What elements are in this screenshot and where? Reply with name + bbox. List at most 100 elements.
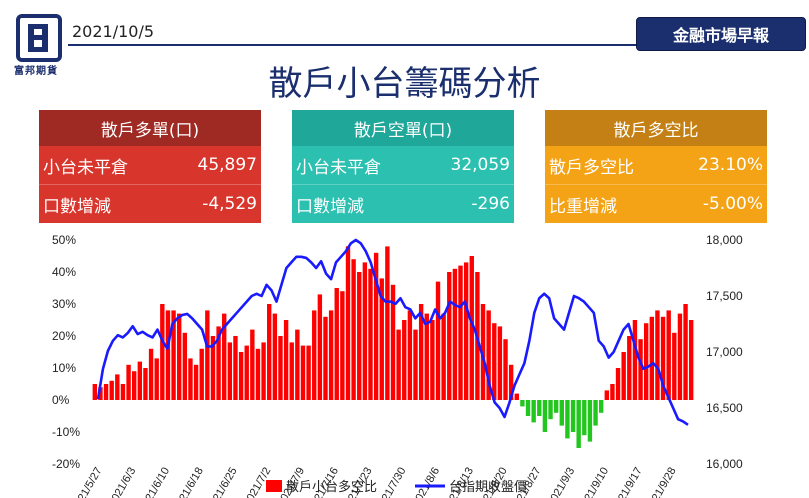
bar bbox=[525, 400, 531, 416]
bar bbox=[233, 336, 238, 400]
x-tick-label: 2021/9/10 bbox=[576, 466, 611, 498]
bar bbox=[385, 246, 390, 400]
y-left-tick-label: 10% bbox=[52, 361, 76, 375]
bar bbox=[463, 262, 469, 400]
card-row: 口數增減 -296 bbox=[292, 184, 514, 223]
bar bbox=[469, 256, 474, 400]
bar bbox=[300, 345, 306, 400]
bar bbox=[193, 364, 199, 400]
card-title: 散戶多單(口) bbox=[39, 110, 261, 146]
row-label: 小台未平倉 bbox=[296, 157, 381, 178]
bar bbox=[452, 268, 458, 400]
bar bbox=[267, 304, 272, 400]
header-divider bbox=[68, 44, 640, 46]
card-row: 小台未平倉 32,059 bbox=[292, 146, 514, 184]
bar bbox=[278, 336, 283, 400]
bar bbox=[424, 313, 429, 400]
bar bbox=[582, 400, 587, 436]
bar bbox=[672, 332, 677, 400]
y-right-tick-label: 17,000 bbox=[706, 345, 743, 359]
y-right-tick-label: 17,500 bbox=[706, 289, 743, 303]
bar bbox=[520, 400, 525, 407]
bar bbox=[548, 400, 553, 420]
bar bbox=[593, 400, 598, 426]
y-right-tick-label: 16,500 bbox=[706, 401, 743, 415]
card-title: 散戶多空比 bbox=[545, 110, 767, 146]
bar bbox=[357, 272, 362, 400]
bar bbox=[132, 371, 137, 400]
bar bbox=[492, 323, 497, 400]
bar bbox=[295, 329, 300, 400]
bar bbox=[362, 262, 368, 400]
bar bbox=[610, 384, 615, 400]
y-left-tick-label: 30% bbox=[52, 297, 76, 311]
bar bbox=[227, 342, 233, 400]
bar bbox=[677, 313, 683, 400]
bar bbox=[447, 272, 452, 400]
y-right-tick-label: 18,000 bbox=[706, 233, 743, 247]
bar bbox=[632, 320, 638, 400]
retail-long-card: 散戶多單(口) 小台未平倉 45,897 口數增減 -4,529 bbox=[39, 110, 261, 224]
bar bbox=[165, 310, 171, 400]
retail-ratio-card: 散戶多空比 散戶多空比 23.10% 比重增減 -5.00% bbox=[545, 110, 767, 224]
bar bbox=[340, 291, 345, 400]
bar bbox=[649, 316, 654, 400]
bar bbox=[373, 252, 379, 400]
bar bbox=[238, 352, 244, 400]
bar bbox=[188, 358, 193, 400]
x-tick-label: 2021/6/3 bbox=[107, 466, 139, 498]
card-row: 比重增減 -5.00% bbox=[545, 184, 767, 223]
bar bbox=[570, 400, 576, 432]
x-tick-label: 2021/6/25 bbox=[205, 466, 240, 498]
x-tick-label: 2021/9/28 bbox=[644, 466, 679, 498]
bar bbox=[576, 400, 581, 448]
bar bbox=[688, 320, 694, 400]
bar bbox=[244, 345, 249, 400]
x-tick-label: 2021/8/6 bbox=[410, 466, 442, 498]
bar bbox=[109, 380, 114, 400]
bar bbox=[486, 310, 491, 400]
bar bbox=[317, 294, 323, 400]
bar bbox=[587, 400, 593, 442]
bar bbox=[345, 246, 351, 400]
bar bbox=[171, 310, 176, 400]
bar bbox=[643, 323, 649, 400]
bar bbox=[177, 313, 182, 400]
bar bbox=[407, 310, 413, 400]
bar bbox=[199, 348, 204, 400]
bar bbox=[334, 288, 339, 400]
page-title: 散戶小台籌碼分析 bbox=[268, 64, 541, 104]
y-left-tick-label: -20% bbox=[52, 457, 80, 471]
bar bbox=[598, 400, 604, 413]
bar bbox=[418, 304, 424, 400]
bar bbox=[98, 387, 103, 400]
bar bbox=[120, 384, 126, 400]
row-value: -4,529 bbox=[202, 194, 257, 214]
bar bbox=[683, 304, 688, 400]
fubon-logo-icon bbox=[16, 14, 62, 62]
bar bbox=[531, 400, 536, 423]
x-tick-label: 2021/7/30 bbox=[374, 466, 409, 498]
bar bbox=[92, 384, 98, 400]
logo-text: 富邦期貨 bbox=[14, 66, 58, 77]
bar bbox=[323, 316, 328, 400]
bar bbox=[216, 326, 221, 400]
bar bbox=[604, 390, 609, 400]
bar bbox=[514, 393, 519, 400]
report-badge: 金融市場早報 bbox=[636, 17, 806, 51]
bar bbox=[154, 358, 159, 400]
x-tick-label: 2021/6/10 bbox=[137, 466, 172, 498]
bar bbox=[379, 278, 384, 400]
bar bbox=[160, 304, 165, 400]
y-left-tick-label: 40% bbox=[52, 265, 76, 279]
row-label: 小台未平倉 bbox=[43, 157, 128, 178]
bar bbox=[205, 310, 210, 400]
price-line bbox=[96, 238, 689, 426]
report-date: 2021/10/5 bbox=[72, 22, 155, 41]
bar bbox=[283, 320, 289, 400]
card-title: 散戶空單(口) bbox=[292, 110, 514, 146]
bar bbox=[390, 284, 396, 400]
row-value: 32,059 bbox=[450, 155, 510, 175]
row-label: 口數增減 bbox=[296, 196, 364, 217]
row-value: 23.10% bbox=[698, 155, 763, 175]
